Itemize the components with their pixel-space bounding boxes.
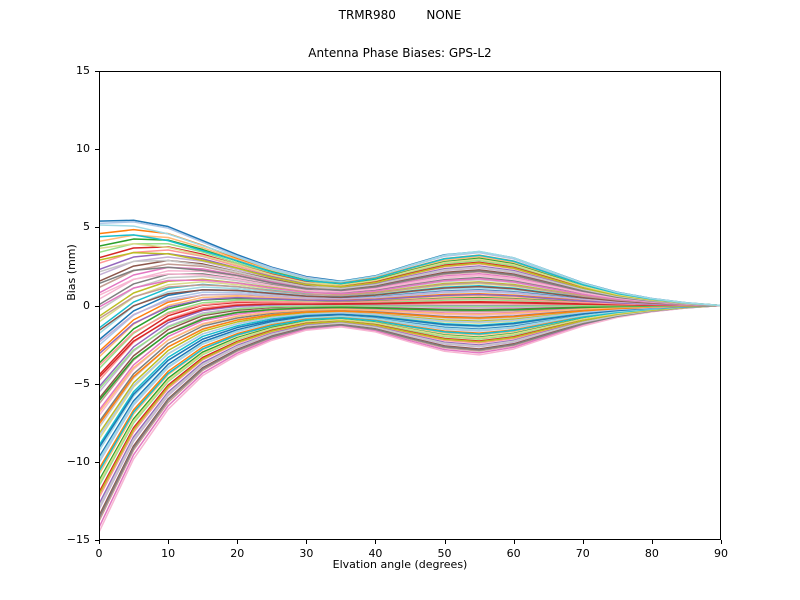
y-tick-label: 15: [76, 64, 90, 77]
chart-title: Antenna Phase Biases: GPS-L2: [308, 46, 492, 60]
x-tick-label: 70: [575, 547, 590, 560]
x-tick: [513, 540, 515, 544]
chart-line: [99, 243, 721, 307]
chart-line: [99, 304, 721, 533]
chart-line: [99, 273, 721, 307]
chart-line: [99, 304, 721, 426]
x-tick-label: 80: [644, 547, 659, 560]
y-tick: [95, 71, 99, 72]
chart-line: [99, 304, 721, 390]
chart-line: [99, 301, 721, 379]
chart-lines: [99, 219, 721, 533]
chart-line: [99, 304, 721, 519]
chart-line: [99, 304, 721, 461]
chart-line: [99, 278, 721, 308]
chart-line: [99, 281, 721, 320]
chart-line: [99, 304, 721, 496]
y-tick-label: −5: [73, 376, 90, 390]
y-tick-label: −10: [66, 454, 90, 468]
y-tick-label: −15: [66, 533, 90, 546]
chart-line: [99, 304, 721, 402]
y-tick: [95, 227, 99, 229]
chart-line: [99, 266, 721, 307]
chart-line: [99, 304, 721, 449]
chart-line: [99, 304, 721, 508]
x-tick: [444, 540, 446, 544]
y-tick-label: 10: [76, 142, 90, 156]
chart-line: [99, 304, 721, 414]
x-tick-label: 90: [714, 547, 728, 560]
x-tick-label: 40: [368, 547, 383, 560]
chart-line: [99, 234, 721, 307]
chart-line: [99, 297, 721, 367]
axis-spine-top: [99, 71, 721, 72]
chart-line: [99, 259, 721, 307]
x-axis-label: Elvation angle (degrees): [332, 558, 468, 571]
x-tick-label: 0: [95, 547, 103, 560]
x-tick: [168, 540, 170, 544]
figure-suptitle: TRMR980 NONE: [338, 8, 462, 22]
x-tick: [582, 540, 584, 544]
chart-line: [99, 304, 721, 437]
x-tick-label: 10: [161, 547, 176, 560]
axis-spine-left: [99, 71, 100, 540]
x-tick: [721, 540, 722, 544]
y-tick: [95, 461, 99, 463]
axis-spine-right: [720, 71, 721, 540]
chart-line: [99, 289, 721, 343]
chart-line: [99, 304, 721, 484]
x-tick: [99, 540, 100, 544]
x-tick: [651, 540, 653, 544]
y-tick: [95, 305, 99, 307]
x-tick: [237, 540, 239, 544]
x-tick-label: 60: [506, 547, 521, 560]
chart-line: [99, 293, 721, 355]
y-tick-label: 5: [83, 220, 90, 234]
x-tick-label: 20: [230, 547, 245, 560]
x-tick-label: 30: [299, 547, 314, 560]
chart-line: [99, 304, 721, 472]
x-tick: [375, 540, 377, 544]
chart-line: [99, 285, 721, 332]
y-tick-label: 0: [83, 298, 90, 312]
plot-area: 0 10 20 30 40 50 60 70 80 90 15 10 5 0 −5 −10 −15 Bias …: [65, 64, 728, 560]
chart-line: [99, 251, 721, 307]
y-axis-label: Bias (mm): [64, 244, 78, 301]
x-tick: [306, 540, 308, 544]
chart-line: [99, 224, 721, 307]
y-tick: [95, 383, 99, 385]
axis-spine-bottom: [99, 539, 721, 540]
y-tick: [95, 149, 99, 151]
y-tick: [95, 540, 99, 541]
x-tick-label: 50: [437, 547, 452, 560]
